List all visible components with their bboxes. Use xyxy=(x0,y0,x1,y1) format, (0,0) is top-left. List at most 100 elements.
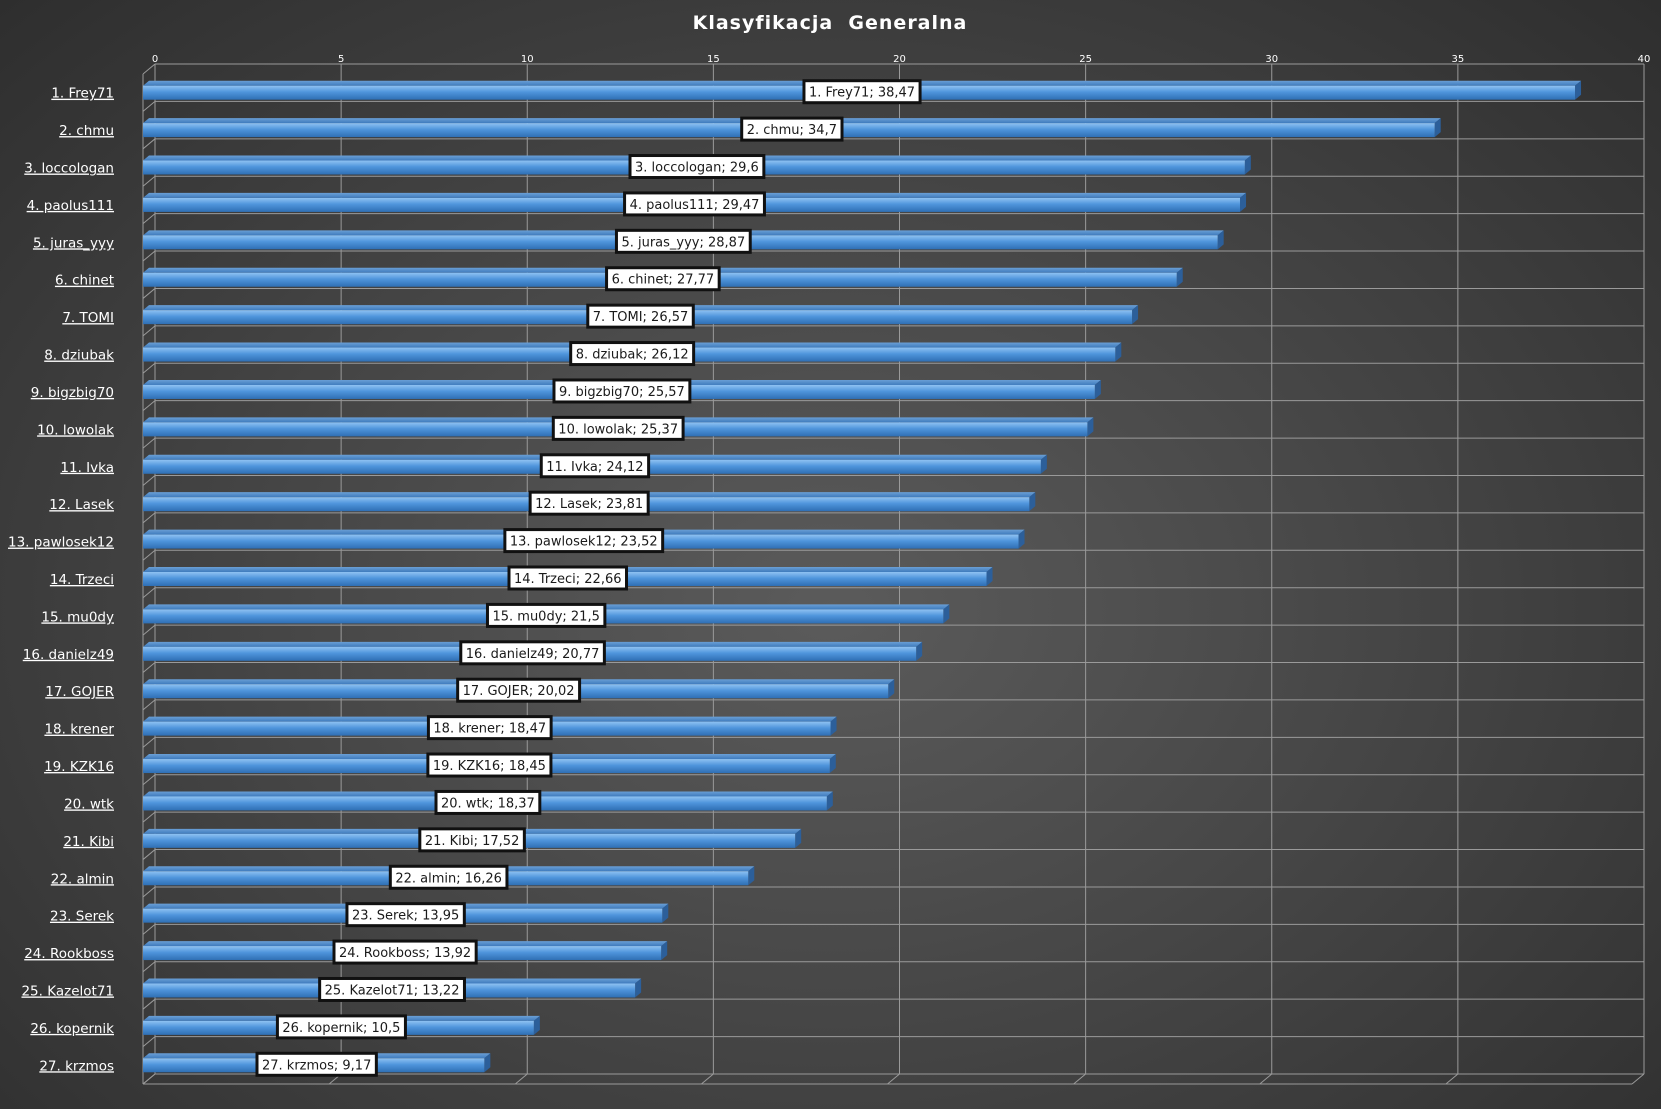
data-label-27: 27. krzmos; 9,17 xyxy=(255,1051,378,1077)
data-label-18: 18. krener; 18,47 xyxy=(426,715,553,741)
data-label-text: 9. bigzbig70; 25,57 xyxy=(559,385,685,400)
data-label-20: 20. wtk; 18,37 xyxy=(434,789,542,815)
category-label-13: 13. pawlosek12 xyxy=(8,535,114,551)
data-label-box xyxy=(485,602,607,628)
data-label-box xyxy=(426,715,553,741)
category-label-10: 10. lowolak xyxy=(37,422,114,438)
data-label-text: 10. lowolak; 25,37 xyxy=(558,422,678,437)
data-label-box xyxy=(275,1014,407,1040)
data-label-box xyxy=(802,79,922,105)
data-label-box xyxy=(569,341,696,367)
gridline-floor-3 xyxy=(701,1073,714,1085)
data-label-text: 12. Lasek; 23,81 xyxy=(535,497,643,512)
gridline-wall-9 xyxy=(142,400,156,412)
data-label-box xyxy=(456,677,582,703)
category-label-25: 25. Kazelot71 xyxy=(21,983,114,999)
gridline-wall-8 xyxy=(142,362,156,374)
gridline-floor-6 xyxy=(1259,1073,1273,1085)
data-label-box xyxy=(552,378,692,404)
gridline-wall-12 xyxy=(142,512,156,524)
gridline-floor-2 xyxy=(514,1073,528,1085)
data-label-box xyxy=(623,191,766,217)
data-label-26: 26. kopernik; 10,5 xyxy=(275,1014,407,1040)
bar-end-face xyxy=(943,604,950,624)
data-label-text: 20. wtk; 18,37 xyxy=(441,796,535,811)
data-label-12: 12. Lasek; 23,81 xyxy=(528,490,650,516)
data-label-box xyxy=(459,640,606,666)
bar-end-face xyxy=(1575,80,1582,100)
bar-end-face xyxy=(916,641,923,661)
category-label-12: 12. Lasek xyxy=(49,497,114,513)
gridline-wall-20 xyxy=(142,811,156,823)
category-label-14: 14. Trzeci xyxy=(50,572,114,588)
data-label-box xyxy=(605,266,721,292)
data-label-text: 18. krener; 18,47 xyxy=(433,722,546,737)
bar-end-face xyxy=(826,791,833,811)
data-label-box xyxy=(434,789,542,815)
bar-end-face xyxy=(484,1053,491,1073)
bar-end-face xyxy=(662,903,669,923)
gridline-wall-1 xyxy=(142,101,156,112)
data-label-text: 15. mu0dy; 21,5 xyxy=(492,609,599,624)
data-label-text: 23. Serek; 13,95 xyxy=(352,909,459,924)
data-label-14: 14. Trzeci; 22,66 xyxy=(507,565,629,591)
data-label-text: 6. chinet; 27,77 xyxy=(612,273,715,288)
data-label-17: 17. GOJER; 20,02 xyxy=(456,677,582,703)
gridline-wall-10 xyxy=(142,437,156,449)
x-tick-label-0: 0 xyxy=(152,54,158,65)
category-label-9: 9. bigzbig70 xyxy=(31,385,114,401)
data-label-15: 15. mu0dy; 21,5 xyxy=(485,602,607,628)
gridline-floor-5 xyxy=(1073,1073,1086,1085)
bar-end-face xyxy=(1132,305,1139,325)
gridline-wall-17 xyxy=(142,699,156,711)
bar-end-face xyxy=(830,716,837,736)
data-label-box xyxy=(614,228,752,254)
gridline-wall-16 xyxy=(142,662,156,673)
gridline-wall-27 xyxy=(142,1073,156,1085)
bar-end-face xyxy=(533,1015,540,1035)
chart-title: Klasyfikacja Generalna xyxy=(693,12,968,34)
gridline-wall-13 xyxy=(142,549,156,561)
data-label-23: 23. Serek; 13,95 xyxy=(345,902,466,928)
x-tick-label-2: 10 xyxy=(521,54,534,65)
category-label-7: 7. TOMI xyxy=(62,310,114,326)
data-label-text: 25. Kazelot71; 13,22 xyxy=(325,983,460,998)
data-label-22: 22. almin; 16,26 xyxy=(388,864,509,890)
data-label-text: 24. Rookboss; 13,92 xyxy=(339,946,471,961)
y-axis-categories: 1. Frey71 2. chmu 3. loccologan 4. paolus11… xyxy=(8,86,114,1075)
x-tick-label-8: 40 xyxy=(1638,54,1651,65)
data-label-text: 21. Kibi; 17,52 xyxy=(425,834,520,849)
data-label-8: 8. dziubak; 26,12 xyxy=(569,341,696,367)
data-label-text: 13. pawlosek12; 23,52 xyxy=(510,535,658,550)
gridline-wall-5 xyxy=(142,250,156,262)
gridline-wall-6 xyxy=(142,288,156,299)
data-label-box xyxy=(628,154,766,180)
category-label-26: 26. kopernik xyxy=(30,1021,114,1037)
bar-end-face xyxy=(829,754,836,774)
data-label-box xyxy=(332,939,478,965)
bar-end-face xyxy=(1094,379,1101,399)
category-label-4: 4. paolus111 xyxy=(27,198,114,214)
data-label-text: 3. loccologan; 29,6 xyxy=(635,161,759,176)
bar-end-face xyxy=(888,679,895,699)
bar-end-face xyxy=(1087,417,1094,437)
bar-end-face xyxy=(986,567,993,586)
data-label-box xyxy=(586,303,695,329)
data-label-3: 3. loccologan; 29,6 xyxy=(628,154,766,180)
category-label-19: 19. KZK16 xyxy=(44,759,114,775)
gridline-wall-19 xyxy=(142,774,156,786)
category-label-20: 20. wtk xyxy=(64,796,114,812)
data-label-11: 11. Ivka; 24,12 xyxy=(539,453,651,479)
data-label-13: 13. pawlosek12; 23,52 xyxy=(503,528,665,554)
data-label-text: 11. Ivka; 24,12 xyxy=(546,460,643,475)
gridline-wall-24 xyxy=(142,961,156,973)
gridline-wall-7 xyxy=(142,325,156,337)
data-label-box xyxy=(740,116,844,142)
data-label-19: 19. KZK16; 18,45 xyxy=(426,752,553,778)
data-label-6: 6. chinet; 27,77 xyxy=(605,266,721,292)
x-tick-label-1: 5 xyxy=(338,54,344,65)
bar-end-face xyxy=(1244,155,1251,175)
data-label-7: 7. TOMI; 26,57 xyxy=(586,303,695,329)
x-tick-label-6: 30 xyxy=(1265,54,1278,65)
category-label-1: 1. Frey71 xyxy=(51,86,114,102)
